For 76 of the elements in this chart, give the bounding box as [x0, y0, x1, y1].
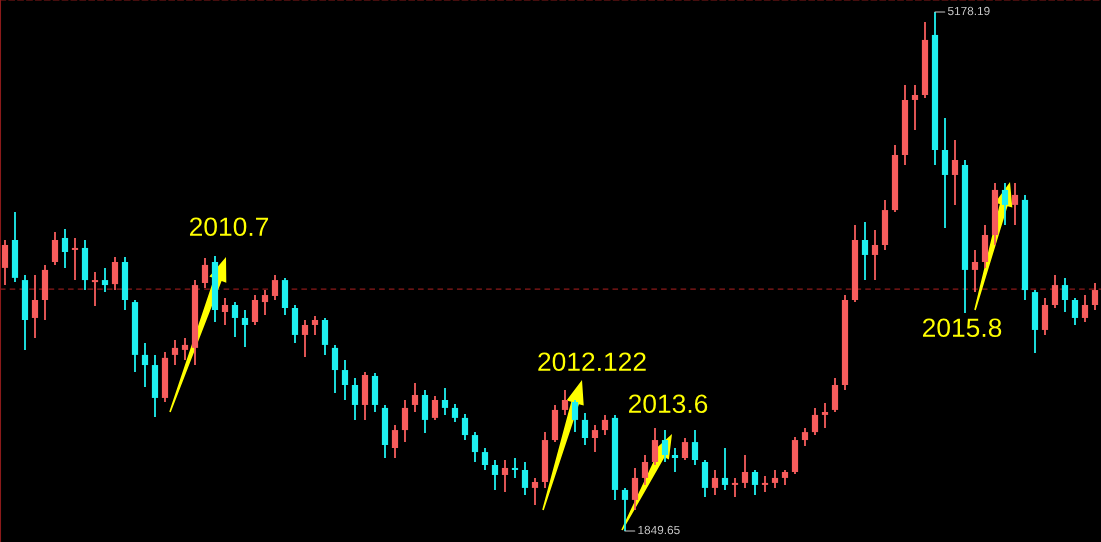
candlestick: [911, 84, 919, 131]
candlestick: [241, 309, 249, 348]
candlestick: [201, 257, 209, 289]
candlestick: [531, 477, 539, 506]
candlestick: [341, 359, 349, 401]
candlestick: [971, 249, 979, 293]
candlestick: [641, 454, 649, 486]
candlestick: [251, 294, 259, 326]
candlestick: [271, 274, 279, 301]
annotation: 2010.7: [189, 217, 269, 237]
candlestick: [561, 389, 569, 416]
candlestick: [811, 407, 819, 436]
candlestick: [1, 239, 9, 286]
annotation: 1849.65: [638, 525, 680, 535]
candlestick: [721, 447, 729, 491]
candlestick: [71, 237, 79, 281]
annotation: 2013.6: [628, 394, 708, 414]
candlestick: [591, 424, 599, 453]
candlestick: [741, 454, 749, 489]
candlestick: [461, 413, 469, 441]
candlestick: [651, 426, 659, 466]
candlestick: [1081, 294, 1089, 323]
candlestick: [711, 469, 719, 496]
candlestick: [231, 301, 239, 338]
candlestick: [481, 447, 489, 471]
candlestick: [51, 231, 59, 266]
candlestick: [671, 447, 679, 473]
candlestick: [391, 424, 399, 459]
candlestick: [101, 266, 109, 293]
candlestick: [491, 459, 499, 491]
candlestick: [1011, 182, 1019, 226]
candlestick: [1071, 297, 1079, 326]
candlestick: [31, 274, 39, 339]
candlestick: [141, 341, 149, 388]
candlestick: [61, 228, 69, 269]
candlestick: [1051, 274, 1059, 309]
candlestick: [221, 297, 229, 326]
candlestick: [681, 437, 689, 461]
candlestick: [311, 315, 319, 336]
candlestick: [301, 319, 309, 358]
candlestick: [871, 229, 879, 281]
candlestick: [661, 429, 669, 463]
candlestick: [601, 414, 609, 436]
candlestick: [331, 344, 339, 394]
candlestick: [1001, 182, 1009, 226]
candlestick: [171, 339, 179, 366]
candlestick: [431, 395, 439, 421]
candlestick: [821, 402, 829, 429]
annotation: 2015.8: [922, 318, 1002, 338]
candlestick: [1061, 276, 1069, 313]
candlestick: [801, 426, 809, 447]
candlestick: [501, 459, 509, 493]
candlestick: [631, 467, 639, 511]
candlestick: [471, 431, 479, 463]
candlestick: [731, 477, 739, 498]
candlestick: [91, 271, 99, 307]
annotation: 5178.19: [947, 6, 990, 16]
candlestick: [401, 399, 409, 443]
candlestick: [751, 469, 759, 496]
annotation: 2012.122: [538, 352, 646, 372]
candlestick: [181, 337, 189, 361]
candlestick: [761, 474, 769, 493]
candlestick: [861, 221, 869, 281]
candlestick: [951, 139, 959, 206]
candlestick: [571, 399, 579, 433]
candlestick: [621, 487, 629, 532]
candlestick: [411, 382, 419, 413]
candlestick: [1091, 282, 1099, 311]
candlestick: [351, 377, 359, 421]
candlestick: [521, 461, 529, 496]
candlestick: [511, 457, 519, 479]
candlestick: [111, 256, 119, 291]
candlestick: [261, 289, 269, 316]
candlestick: [691, 429, 699, 466]
candlestick: [581, 412, 589, 446]
candlestick: [441, 387, 449, 416]
